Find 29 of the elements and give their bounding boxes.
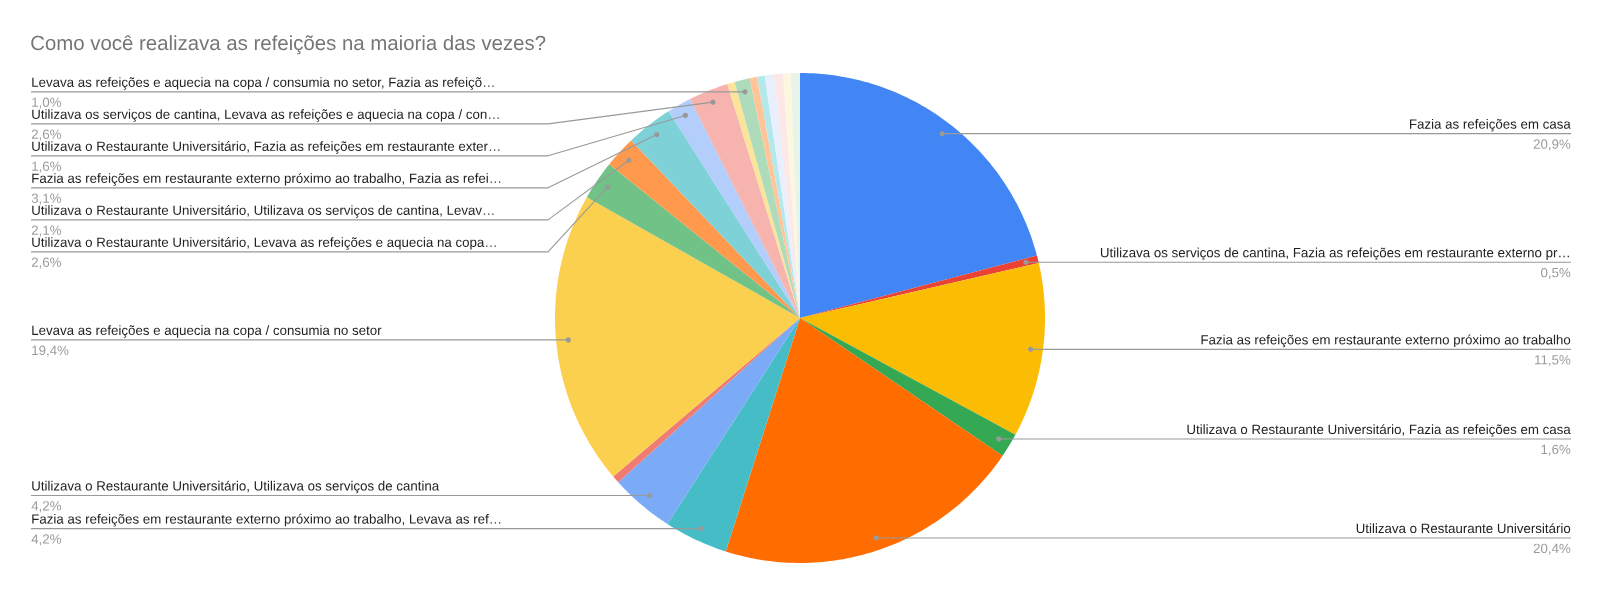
- slice-label: Utilizava os serviços de cantina, Fazia as refeições em restaurante externo pr…: [1100, 247, 1569, 261]
- data-label: 20,9%: [1533, 139, 1571, 151]
- slice-label: Fazia as refeições em casa: [1410, 118, 1571, 132]
- data-label: 3,1%: [31, 193, 62, 205]
- slice-label: Fazia as refeições em restaurante externo próximo ao trabalho, Fazia as refei…: [32, 173, 501, 186]
- data-label: 1,0%: [32, 97, 62, 109]
- data-label: 20,4%: [1533, 543, 1571, 555]
- slice-label: Fazia as refeições em restaurante externo próximo ao trabalho: [1201, 334, 1571, 348]
- data-label: 0,5%: [1541, 267, 1571, 279]
- data-label: 4,2%: [31, 501, 62, 513]
- data-label: 4,2%: [31, 534, 62, 546]
- slice-label: Fazia as refeições em restaurante externo próximo ao trabalho, Levava as ref…: [32, 513, 501, 527]
- slice-label: Utilizava o Restaurante Universitário, Levava as refeições e aquecia na copa…: [32, 237, 496, 250]
- slice-label: Utilizava o Restaurante Universitário, Utilizava os serviços de cantina: [32, 480, 440, 494]
- data-label: 11,5%: [1535, 355, 1571, 367]
- data-label: 1,6%: [32, 161, 62, 173]
- data-label: 2,6%: [31, 129, 62, 141]
- chart-title: Como você realizava as refeições na maioria das vezes?: [31, 35, 546, 55]
- slice-label: Utilizava o Restaurante Universitário, Utilizava os serviços de cantina, Levav…: [32, 205, 494, 218]
- data-label: 2,1%: [31, 225, 62, 237]
- data-label: 19,4%: [32, 345, 69, 357]
- data-label: 2,6%: [31, 257, 62, 269]
- slice-label: Utilizava os serviços de cantina, Levava as refeições e aquecia na copa / con…: [32, 109, 499, 122]
- slice-label: Utilizava o Restaurante Universitário: [1356, 523, 1571, 534]
- data-label: 1,6%: [1541, 444, 1571, 456]
- slice-label: Levava as refeições e aquecia na copa / consumia no setor: [32, 325, 382, 338]
- slice-label: Levava as refeições e aquecia na copa / consumia no setor, Fazia as refeiçõ…: [32, 77, 494, 90]
- slice-label: Utilizava o Restaurante Universitário, Fazia as refeições em casa: [1187, 424, 1571, 437]
- slice-label: Utilizava o Restaurante Universitário, Fazia as refeições em restaurante exter…: [32, 141, 500, 154]
